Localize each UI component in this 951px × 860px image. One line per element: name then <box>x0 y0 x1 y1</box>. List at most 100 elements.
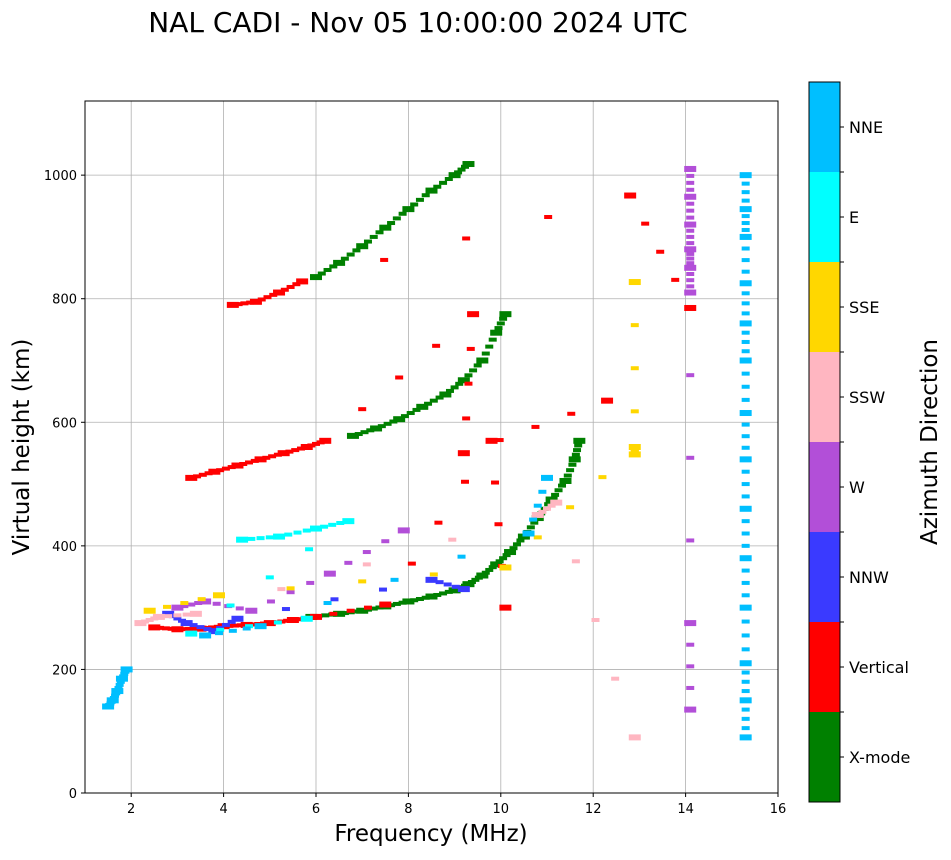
echo-fill <box>741 679 750 684</box>
y-axis-title: Virtual height (km) <box>9 339 35 556</box>
echo-point <box>115 675 128 682</box>
echo-fill <box>439 591 448 596</box>
echo-fill <box>293 530 302 535</box>
chart-title: NAL CADI - Nov 05 10:00:00 2024 UTC <box>148 6 687 39</box>
echo-point <box>684 246 697 253</box>
echo-fill <box>330 597 339 602</box>
echo-point <box>499 311 512 318</box>
echo-fill <box>741 445 750 450</box>
echo-fill <box>460 479 469 484</box>
echo-fill <box>741 422 750 427</box>
echo-fill <box>469 368 478 373</box>
echo-fill <box>567 411 576 416</box>
echo-point <box>249 298 262 305</box>
echo-fill <box>502 553 511 558</box>
echo-fill <box>741 647 750 652</box>
colorbar-segment <box>809 532 840 622</box>
colorbar-segment <box>809 442 840 532</box>
echo-point <box>254 456 267 463</box>
echo-fill <box>214 631 223 636</box>
echo-fill <box>741 269 750 274</box>
echo-fill <box>448 537 457 542</box>
echo-fill <box>464 373 473 378</box>
echo-point <box>448 172 461 179</box>
echo-point <box>120 666 133 673</box>
echo-point <box>490 329 503 336</box>
echo-fill <box>543 506 551 511</box>
echo-fill <box>378 587 387 592</box>
echo-point <box>231 462 244 469</box>
echo-fill <box>424 401 433 406</box>
echo-fill <box>285 449 294 454</box>
echo-fill <box>328 522 337 527</box>
echo-point <box>684 165 697 172</box>
echo-fill <box>236 623 245 628</box>
echo-point <box>739 555 752 562</box>
echo-fill <box>741 580 750 585</box>
echo-point <box>323 570 336 577</box>
echo-fill <box>741 221 750 226</box>
echo-fill <box>533 503 542 508</box>
echo-fill <box>193 474 202 479</box>
echo-fill <box>741 726 750 731</box>
echo-point <box>111 688 124 695</box>
echo-fill <box>568 462 577 467</box>
echo-point <box>356 607 369 614</box>
echo-fill <box>488 565 497 570</box>
echo-fill <box>571 452 580 457</box>
echo-fill <box>686 187 695 192</box>
echo-fill <box>294 617 303 622</box>
echo-point <box>739 206 752 213</box>
echo-fill <box>352 248 361 253</box>
echo-point <box>457 586 470 593</box>
echo-fill <box>544 215 553 220</box>
echo-fill <box>686 284 695 289</box>
echo-fill <box>316 440 325 445</box>
colorbar-label: SSW <box>849 388 885 407</box>
echo-fill <box>362 562 371 567</box>
echo-fill <box>208 625 217 630</box>
x-tick-label: 10 <box>493 802 510 817</box>
echo-fill <box>598 475 607 480</box>
echo-fill <box>235 606 244 611</box>
echo-fill <box>336 520 345 525</box>
echo-fill <box>566 505 575 510</box>
x-tick-label: 12 <box>585 802 602 817</box>
echo-fill <box>406 411 415 416</box>
echo-fill <box>358 407 367 412</box>
echo-fill <box>358 579 367 584</box>
echo-fill <box>741 349 750 354</box>
echo-point <box>171 626 184 633</box>
y-tick-label: 400 <box>52 540 77 555</box>
y-tick-label: 600 <box>52 416 77 431</box>
echo-point <box>439 391 452 398</box>
echo-fill <box>741 494 750 499</box>
echo-fill <box>284 532 293 537</box>
echo-point <box>134 620 147 627</box>
echo-fill <box>741 190 750 195</box>
echo-fill <box>119 674 128 679</box>
echo-point <box>199 632 212 639</box>
echo-point <box>231 615 244 622</box>
echo-fill <box>491 480 500 485</box>
echo-fill <box>467 580 476 585</box>
echo-point <box>416 403 429 410</box>
echo-fill <box>741 301 750 306</box>
echo-fill <box>485 567 494 572</box>
echo-point <box>263 620 276 627</box>
y-tick-label: 800 <box>52 293 77 308</box>
echo-fill <box>435 580 444 585</box>
echo-fill <box>312 441 320 446</box>
echo-fill <box>432 343 441 348</box>
echo-fill <box>363 605 372 610</box>
echo-point <box>541 474 553 481</box>
echo-fill <box>741 434 750 439</box>
echo-fill <box>178 618 187 623</box>
echo-fill <box>686 234 695 239</box>
echo-fill <box>182 612 191 617</box>
echo-fill <box>611 676 620 681</box>
echo-fill <box>189 623 198 628</box>
echo-point <box>245 607 258 614</box>
echo-fill <box>529 517 538 522</box>
echo-fill <box>395 375 404 380</box>
